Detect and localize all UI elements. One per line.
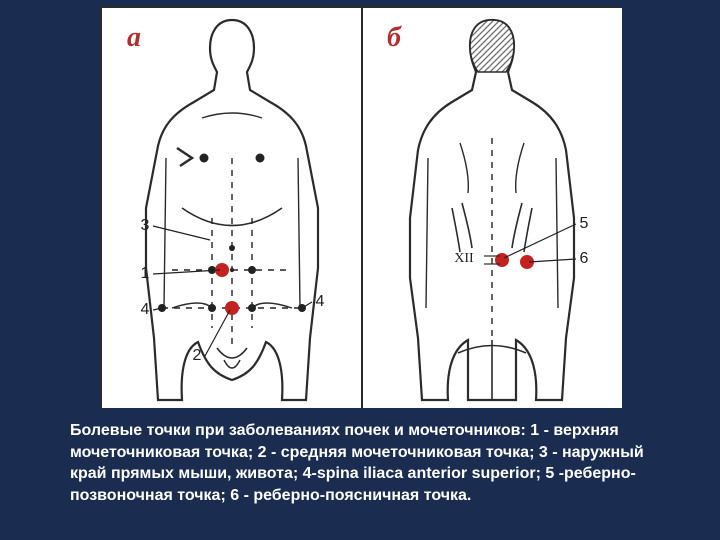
pointer-label: 3	[141, 217, 150, 234]
pain-point	[225, 301, 239, 315]
marker-dot	[200, 154, 209, 163]
pointer-label: 4	[316, 293, 325, 310]
pointer-label: 6	[580, 250, 589, 267]
figure-svg: а 1 2 3 4 4 б XII 5 6	[102, 8, 622, 408]
head-hatch	[470, 20, 514, 72]
vertebra-label: XII	[454, 251, 474, 266]
panel-label-a: а	[127, 22, 141, 53]
page: а 1 2 3 4 4 б XII 5 6 Болевые точки при заболеван…	[0, 0, 720, 540]
figure-container: а 1 2 3 4 4 б XII 5 6	[100, 6, 620, 406]
pointer-label: 5	[580, 215, 589, 232]
pointer-label: 1	[141, 265, 150, 282]
marker-dot	[229, 245, 235, 251]
pain-point	[495, 253, 509, 267]
marker-dot	[256, 154, 265, 163]
panel-label-b: б	[387, 22, 402, 53]
pointer-label: 4	[141, 301, 150, 318]
marker-dot	[248, 266, 256, 274]
caption-text: Болевые точки при заболеваниях почек и м…	[70, 420, 650, 506]
pointer-label: 2	[193, 347, 202, 364]
marker-dot	[208, 304, 216, 312]
marker-dot	[248, 304, 256, 312]
